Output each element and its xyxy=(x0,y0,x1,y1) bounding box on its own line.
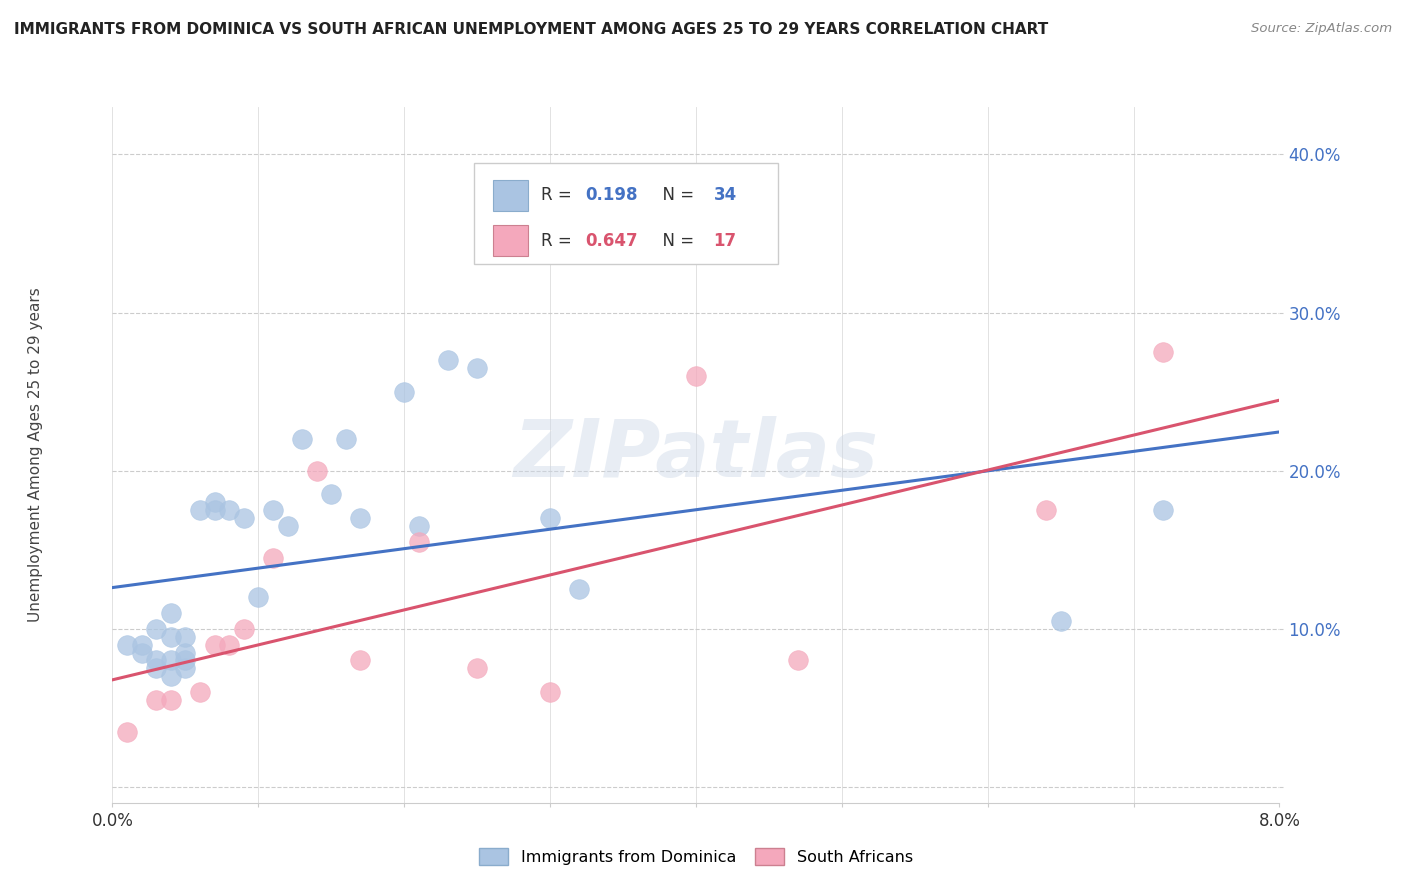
Point xyxy=(160,693,183,707)
Point xyxy=(232,622,254,636)
Point xyxy=(408,519,430,533)
Point xyxy=(160,630,183,644)
Point xyxy=(262,503,284,517)
Point xyxy=(349,511,371,525)
Point xyxy=(145,661,167,675)
Point xyxy=(568,582,591,597)
Legend: Immigrants from Dominica, South Africans: Immigrants from Dominica, South Africans xyxy=(472,842,920,871)
Point xyxy=(394,384,416,399)
FancyBboxPatch shape xyxy=(494,226,527,256)
FancyBboxPatch shape xyxy=(494,180,527,211)
Point xyxy=(787,653,810,667)
Point xyxy=(188,503,211,517)
Text: N =: N = xyxy=(651,232,699,250)
Point xyxy=(262,550,284,565)
Text: 0.647: 0.647 xyxy=(585,232,638,250)
Text: 0.198: 0.198 xyxy=(585,186,637,204)
Point xyxy=(321,487,343,501)
Text: R =: R = xyxy=(541,232,576,250)
Point xyxy=(408,534,430,549)
Point xyxy=(160,606,183,620)
Text: Unemployment Among Ages 25 to 29 years: Unemployment Among Ages 25 to 29 years xyxy=(28,287,42,623)
Point xyxy=(218,638,240,652)
Point xyxy=(160,653,183,667)
Text: 34: 34 xyxy=(713,186,737,204)
Point xyxy=(1152,503,1174,517)
Point xyxy=(465,661,488,675)
Point xyxy=(145,622,167,636)
Point xyxy=(160,669,183,683)
Point xyxy=(538,511,561,525)
Point xyxy=(188,685,211,699)
Point xyxy=(204,503,226,517)
Point xyxy=(437,353,460,368)
Point xyxy=(204,495,226,509)
Point xyxy=(538,685,561,699)
Text: 17: 17 xyxy=(713,232,737,250)
Point xyxy=(335,432,357,446)
Point xyxy=(276,519,298,533)
Point xyxy=(145,693,167,707)
Point xyxy=(218,503,240,517)
Point xyxy=(115,724,138,739)
Point xyxy=(174,630,197,644)
Point xyxy=(685,368,707,383)
Text: ZIPatlas: ZIPatlas xyxy=(513,416,879,494)
Point xyxy=(174,661,197,675)
Point xyxy=(305,464,328,478)
Point xyxy=(247,591,270,605)
Point xyxy=(131,638,153,652)
Text: Source: ZipAtlas.com: Source: ZipAtlas.com xyxy=(1251,22,1392,36)
Point xyxy=(1035,503,1057,517)
Point xyxy=(291,432,314,446)
Point xyxy=(145,653,167,667)
Point xyxy=(204,638,226,652)
Text: N =: N = xyxy=(651,186,699,204)
Text: IMMIGRANTS FROM DOMINICA VS SOUTH AFRICAN UNEMPLOYMENT AMONG AGES 25 TO 29 YEARS: IMMIGRANTS FROM DOMINICA VS SOUTH AFRICA… xyxy=(14,22,1049,37)
Point xyxy=(232,511,254,525)
FancyBboxPatch shape xyxy=(474,162,778,264)
Point xyxy=(465,360,488,375)
Point xyxy=(174,653,197,667)
Point xyxy=(131,646,153,660)
Point xyxy=(349,653,371,667)
Point xyxy=(174,646,197,660)
Point xyxy=(1049,614,1071,628)
Text: R =: R = xyxy=(541,186,576,204)
Point xyxy=(1152,345,1174,359)
Point xyxy=(115,638,138,652)
